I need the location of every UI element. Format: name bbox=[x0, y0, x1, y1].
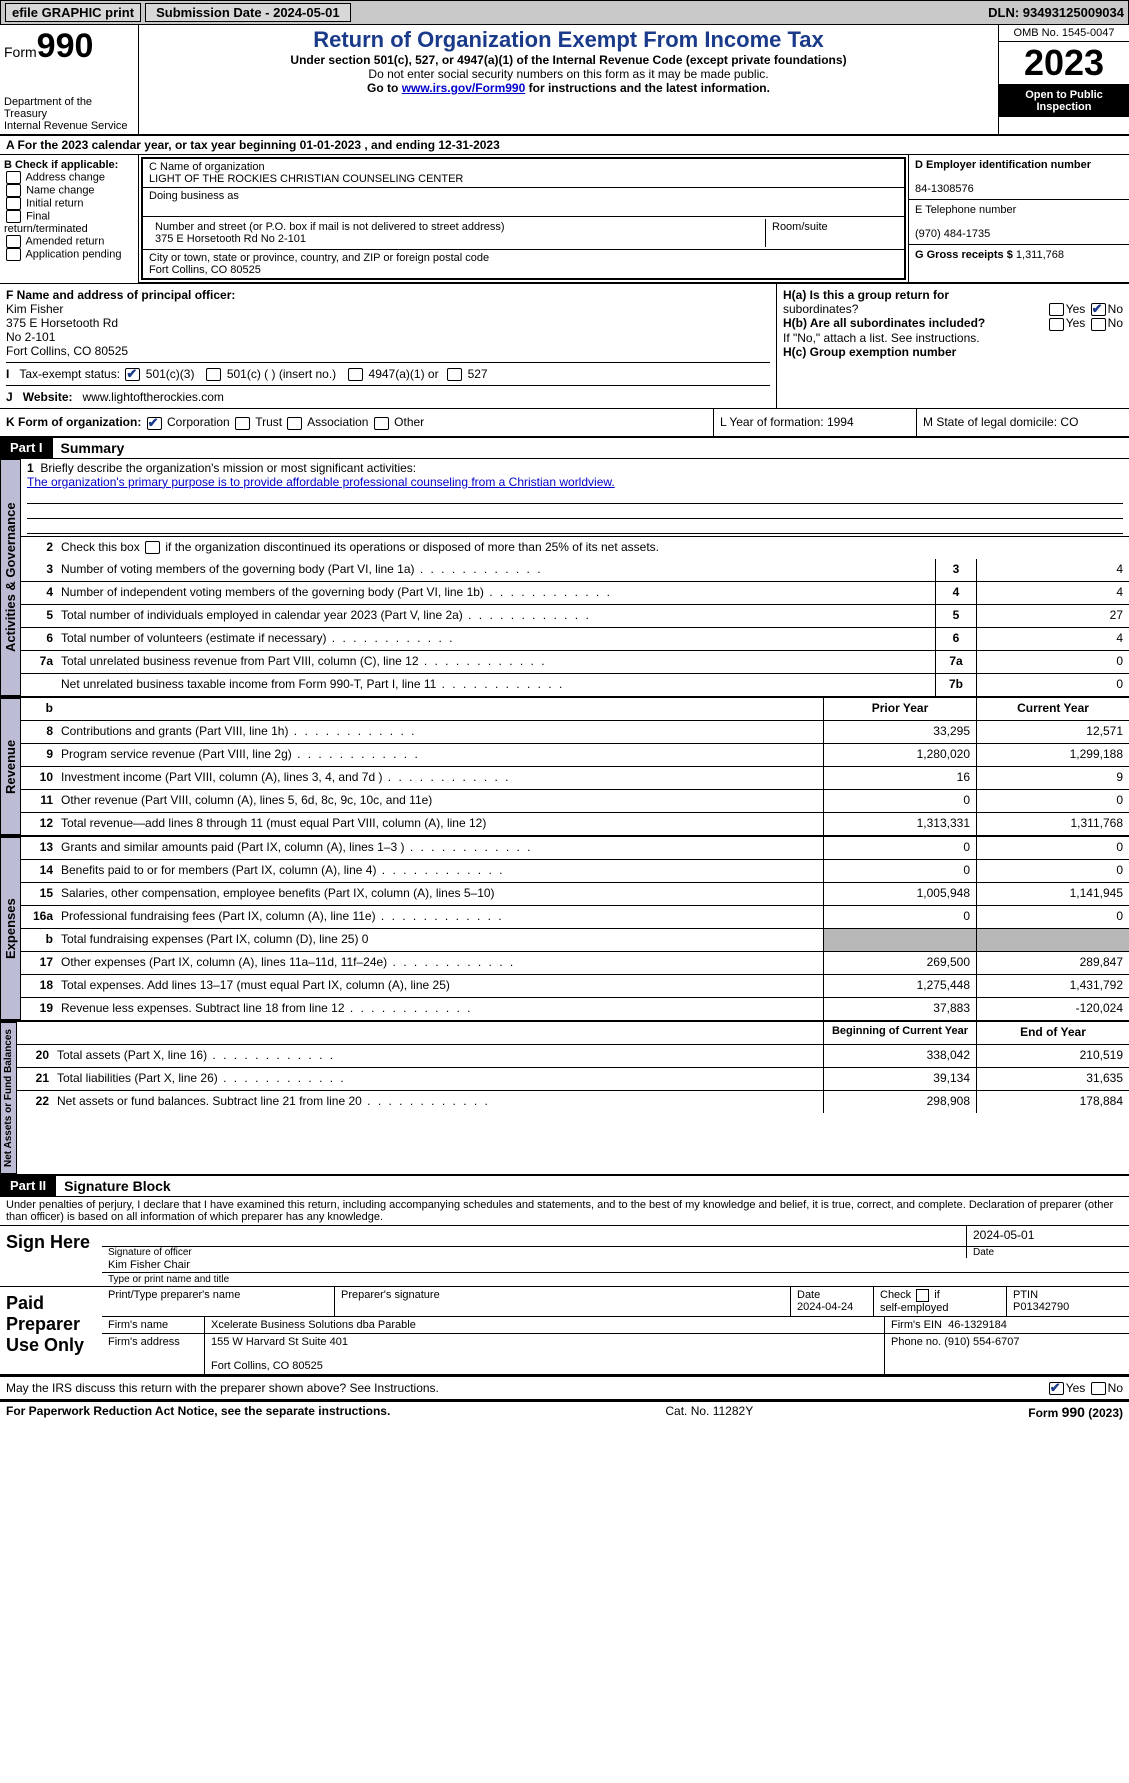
section-b-c-d: B Check if applicable: Address change Na… bbox=[0, 155, 1129, 284]
side-governance: Activities & Governance bbox=[0, 459, 21, 696]
form-title: Return of Organization Exempt From Incom… bbox=[145, 27, 992, 53]
part1-governance: Activities & Governance 1 Briefly descri… bbox=[0, 459, 1129, 698]
firm-phone: (910) 554-6707 bbox=[944, 1336, 1019, 1348]
cb-name-change[interactable] bbox=[6, 184, 21, 197]
subtitle-3: Go to www.irs.gov/Form990 for instructio… bbox=[145, 81, 992, 95]
year-formation: L Year of formation: 1994 bbox=[714, 409, 917, 435]
v5: 27 bbox=[976, 605, 1129, 627]
top-bar: efile GRAPHIC print Submission Date - 20… bbox=[0, 0, 1129, 25]
paid-preparer-label: Paid Preparer Use Only bbox=[0, 1287, 102, 1374]
cb-4947[interactable] bbox=[348, 368, 363, 381]
firm-name: Xcelerate Business Solutions dba Parable bbox=[204, 1317, 884, 1333]
ptin: P01342790 bbox=[1013, 1301, 1069, 1313]
cb-discuss-no[interactable] bbox=[1091, 1382, 1106, 1395]
part1-expenses: Expenses 13Grants and similar amounts pa… bbox=[0, 837, 1129, 1022]
perjury-declaration: Under penalties of perjury, I declare th… bbox=[0, 1197, 1129, 1226]
page-footer: For Paperwork Reduction Act Notice, see … bbox=[0, 1401, 1129, 1422]
officer-name-title: Kim Fisher Chair bbox=[102, 1258, 1129, 1273]
cb-corp[interactable] bbox=[147, 417, 162, 430]
cb-app-pending[interactable] bbox=[6, 248, 21, 261]
cb-hb-yes[interactable] bbox=[1049, 318, 1064, 331]
tax-year: 2023 bbox=[999, 42, 1129, 85]
open-to-public: Open to Public Inspection bbox=[999, 85, 1129, 117]
row-f-h: F Name and address of principal officer:… bbox=[0, 284, 1129, 409]
part-1-header: Part I Summary bbox=[0, 438, 1129, 459]
website: www.lightoftherockies.com bbox=[83, 390, 224, 404]
state-domicile: M State of legal domicile: CO bbox=[917, 409, 1129, 435]
telephone: (970) 484-1735 bbox=[915, 228, 990, 240]
org-name: LIGHT OF THE ROCKIES CHRISTIAN COUNSELIN… bbox=[149, 173, 898, 185]
efile-print-button[interactable]: efile GRAPHIC print bbox=[5, 3, 141, 22]
ein: 84-1308576 bbox=[915, 183, 974, 195]
gross-receipts: 1,311,768 bbox=[1016, 249, 1064, 261]
officer-name: Kim Fisher bbox=[6, 302, 63, 316]
org-address: 375 E Horsetooth Rd No 2-101 bbox=[155, 233, 759, 245]
firm-address: 155 W Harvard St Suite 401 bbox=[211, 1336, 348, 1348]
v6: 4 bbox=[976, 628, 1129, 650]
v3: 4 bbox=[976, 559, 1129, 581]
cb-discuss-yes[interactable] bbox=[1049, 1382, 1064, 1395]
side-revenue: Revenue bbox=[0, 698, 21, 835]
part1-revenue: Revenue bPrior YearCurrent Year 8Contrib… bbox=[0, 698, 1129, 837]
subtitle-2: Do not enter social security numbers on … bbox=[145, 67, 992, 81]
cb-final-return[interactable] bbox=[6, 210, 21, 223]
col-b-checkboxes: B Check if applicable: Address change Na… bbox=[0, 155, 139, 283]
cb-501c[interactable] bbox=[206, 368, 221, 381]
form-number: Form990 bbox=[4, 27, 134, 66]
v7b: 0 bbox=[976, 674, 1129, 696]
cb-assoc[interactable] bbox=[287, 417, 302, 430]
omb-number: OMB No. 1545-0047 bbox=[999, 25, 1129, 42]
side-netassets: Net Assets or Fund Balances bbox=[0, 1022, 17, 1174]
cb-trust[interactable] bbox=[235, 417, 250, 430]
firm-ein: 46-1329184 bbox=[948, 1319, 1007, 1331]
cb-discontinued[interactable] bbox=[145, 541, 160, 554]
cb-amended[interactable] bbox=[6, 235, 21, 248]
part-2-header: Part II Signature Block bbox=[0, 1176, 1129, 1197]
cb-self-employed[interactable] bbox=[916, 1289, 929, 1302]
cb-other[interactable] bbox=[374, 417, 389, 430]
cb-527[interactable] bbox=[447, 368, 462, 381]
discuss-row: May the IRS discuss this return with the… bbox=[0, 1377, 1129, 1401]
cb-ha-no[interactable] bbox=[1091, 303, 1106, 316]
col-d-ein: D Employer identification number 84-1308… bbox=[908, 155, 1129, 282]
v4: 4 bbox=[976, 582, 1129, 604]
cb-501c3[interactable] bbox=[125, 368, 140, 381]
form-header: Form990 Department of the Treasury Inter… bbox=[0, 25, 1129, 136]
part1-netassets: Net Assets or Fund Balances Beginning of… bbox=[0, 1022, 1129, 1176]
side-expenses: Expenses bbox=[0, 837, 21, 1020]
cb-hb-no[interactable] bbox=[1091, 318, 1106, 331]
irs-link[interactable]: www.irs.gov/Form990 bbox=[402, 81, 526, 95]
subtitle-1: Under section 501(c), 527, or 4947(a)(1)… bbox=[145, 53, 992, 67]
mission-text: The organization's primary purpose is to… bbox=[27, 475, 615, 489]
row-a-tax-year: A For the 2023 calendar year, or tax yea… bbox=[0, 136, 1129, 155]
signature-block: Under penalties of perjury, I declare th… bbox=[0, 1197, 1129, 1377]
box-c-org-info: C Name of organization LIGHT OF THE ROCK… bbox=[141, 157, 906, 280]
cb-ha-yes[interactable] bbox=[1049, 303, 1064, 316]
org-city: Fort Collins, CO 80525 bbox=[149, 264, 898, 276]
v7a: 0 bbox=[976, 651, 1129, 673]
row-k-l-m: K Form of organization: Corporation Trus… bbox=[0, 409, 1129, 437]
submission-date: Submission Date - 2024-05-01 bbox=[145, 3, 351, 22]
cb-initial-return[interactable] bbox=[6, 197, 21, 210]
dln: DLN: 93493125009034 bbox=[988, 5, 1124, 20]
sign-here-label: Sign Here bbox=[0, 1226, 102, 1286]
dept-treasury: Department of the Treasury bbox=[4, 96, 134, 120]
dept-irs: Internal Revenue Service bbox=[4, 120, 134, 132]
cb-address-change[interactable] bbox=[6, 171, 21, 184]
